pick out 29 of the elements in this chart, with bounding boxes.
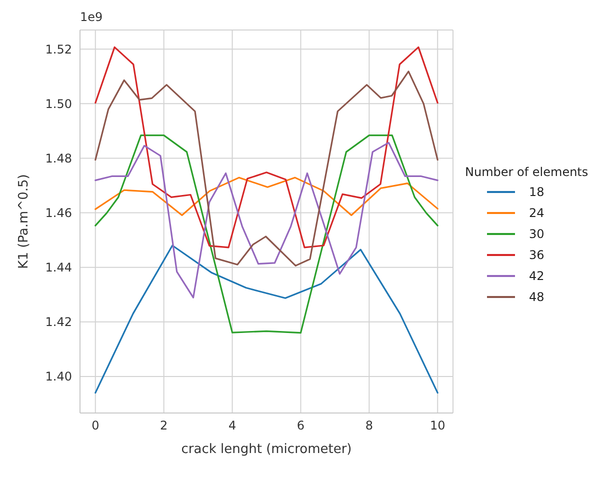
x-tick-label: 6 xyxy=(296,418,305,433)
legend-label: 24 xyxy=(529,206,544,220)
y-tick-label: 1.42 xyxy=(45,315,72,330)
text: 1e9 xyxy=(80,10,103,24)
legend-label: 42 xyxy=(529,269,544,283)
x-tick-label: 8 xyxy=(365,418,373,433)
line-series xyxy=(94,176,438,216)
x-tick-label: 2 xyxy=(160,418,168,433)
x-tick-label: 10 xyxy=(430,418,446,433)
line-series xyxy=(94,244,438,394)
legend-label: 36 xyxy=(529,248,544,262)
legend-label: 30 xyxy=(529,227,544,241)
legend-title: Number of elements xyxy=(465,165,590,179)
y-tick-label: 1.52 xyxy=(45,42,72,56)
line-series xyxy=(94,46,438,248)
legend-label: 48 xyxy=(529,290,544,304)
y-tick-label: 1.46 xyxy=(45,206,72,220)
x-tick-label: 4 xyxy=(228,418,236,433)
y-tick-label: 1.48 xyxy=(45,151,72,166)
x-axis-title: crack lenght (micrometer) xyxy=(181,442,352,457)
line-series xyxy=(94,142,438,298)
line-series xyxy=(94,70,438,266)
line-series xyxy=(94,134,438,334)
x-tick-label: 0 xyxy=(92,418,100,433)
y-tick-label: 1.50 xyxy=(45,96,72,111)
legend-label: 18 xyxy=(529,185,544,199)
y-tick-label: 1.44 xyxy=(45,260,72,275)
y-axis-title: K1 (Pa.m^0.5) xyxy=(16,174,32,269)
y-tick-label: 1.40 xyxy=(45,370,72,384)
